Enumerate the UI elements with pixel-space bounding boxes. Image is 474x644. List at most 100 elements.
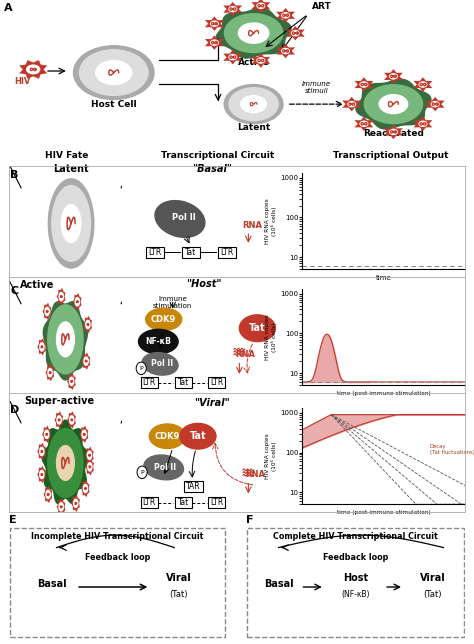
Circle shape [52,185,91,261]
Text: RNA: RNA [242,221,262,230]
Circle shape [390,74,397,79]
Text: Transcriptional Circuit: Transcriptional Circuit [162,151,274,160]
Text: Immune
stimuli: Immune stimuli [302,81,331,94]
X-axis label: time: time [376,275,392,281]
Circle shape [56,446,74,480]
Text: Incomplete HIV Transcriptional Circuit: Incomplete HIV Transcriptional Circuit [31,532,204,541]
Circle shape [137,466,147,478]
Text: LTR: LTR [143,378,156,387]
Circle shape [210,21,218,26]
Text: (Tat): (Tat) [169,590,188,599]
Circle shape [257,3,264,8]
Text: Viral: Viral [419,573,446,583]
Text: Pol II: Pol II [172,213,195,222]
Polygon shape [276,8,295,23]
Polygon shape [46,364,54,381]
Circle shape [229,88,278,120]
Circle shape [431,102,439,107]
Polygon shape [44,486,52,503]
Ellipse shape [138,329,178,354]
Polygon shape [216,8,291,58]
Text: E: E [9,515,16,525]
Polygon shape [43,302,88,380]
Text: "Viral": "Viral" [194,398,230,408]
Polygon shape [81,480,90,497]
Circle shape [73,499,78,507]
Circle shape [57,416,61,424]
Circle shape [27,65,40,73]
Circle shape [229,6,237,12]
Circle shape [96,61,132,84]
Circle shape [229,55,237,60]
Circle shape [82,430,86,439]
Polygon shape [56,498,65,516]
Text: Super-active: Super-active [25,396,95,406]
Text: Active: Active [20,280,54,290]
Y-axis label: HIV RNA copies
(10⁶ cells): HIV RNA copies (10⁶ cells) [265,198,277,244]
Text: CDK9: CDK9 [151,315,176,324]
Polygon shape [82,352,90,370]
Circle shape [40,343,44,351]
Text: "Host": "Host" [186,279,221,289]
FancyBboxPatch shape [141,377,158,388]
Polygon shape [85,458,94,475]
Circle shape [45,430,49,439]
Text: Active: Active [237,58,270,67]
FancyBboxPatch shape [182,247,200,258]
Text: Immune
stimulation: Immune stimulation [153,296,192,309]
Text: Basal: Basal [264,579,293,589]
Circle shape [88,462,92,471]
Text: Basal: Basal [37,579,67,589]
X-axis label: time (post-immune stimulation): time (post-immune stimulation) [337,391,431,395]
FancyBboxPatch shape [141,497,158,508]
Circle shape [84,357,88,365]
Polygon shape [286,26,305,41]
Circle shape [86,320,90,328]
Circle shape [419,121,427,126]
Text: NF-κB: NF-κB [146,337,171,346]
Text: B: B [10,170,18,180]
FancyBboxPatch shape [208,497,226,508]
Circle shape [87,451,91,459]
Text: Tat: Tat [190,431,206,441]
Circle shape [56,322,74,357]
Y-axis label: HIV RNA copies
(10⁶ cells): HIV RNA copies (10⁶ cells) [265,433,277,479]
Circle shape [292,31,299,35]
Polygon shape [426,97,445,111]
Circle shape [360,82,368,87]
Ellipse shape [180,423,216,449]
Text: HIV: HIV [15,77,31,86]
Circle shape [224,84,283,124]
Text: Decay
(Tat fluctuations): Decay (Tat fluctuations) [429,444,474,455]
Text: P: P [139,366,143,371]
FancyBboxPatch shape [175,377,192,388]
Polygon shape [37,442,46,460]
Text: HIV Fate: HIV Fate [45,151,88,160]
Text: Pol II: Pol II [151,359,173,368]
Text: Pol II: Pol II [155,463,177,472]
Circle shape [80,50,148,95]
Circle shape [70,416,74,424]
FancyBboxPatch shape [175,497,192,508]
Polygon shape [85,446,93,464]
Text: Latent: Latent [53,164,89,174]
Circle shape [40,470,44,478]
Polygon shape [205,35,224,50]
Ellipse shape [142,353,178,375]
Polygon shape [251,53,270,68]
Ellipse shape [239,315,275,341]
Text: P: P [140,470,144,475]
FancyBboxPatch shape [9,528,226,636]
Circle shape [210,40,218,45]
Text: A: A [4,3,12,12]
Text: Tat: Tat [178,498,189,507]
Polygon shape [42,426,51,443]
Text: Viral: Viral [166,573,191,583]
Text: LTR: LTR [210,498,223,507]
Circle shape [70,377,74,386]
Circle shape [75,298,80,306]
Polygon shape [37,338,46,355]
Text: LTR: LTR [210,378,223,387]
Text: LTR: LTR [148,248,161,257]
Polygon shape [413,117,432,131]
